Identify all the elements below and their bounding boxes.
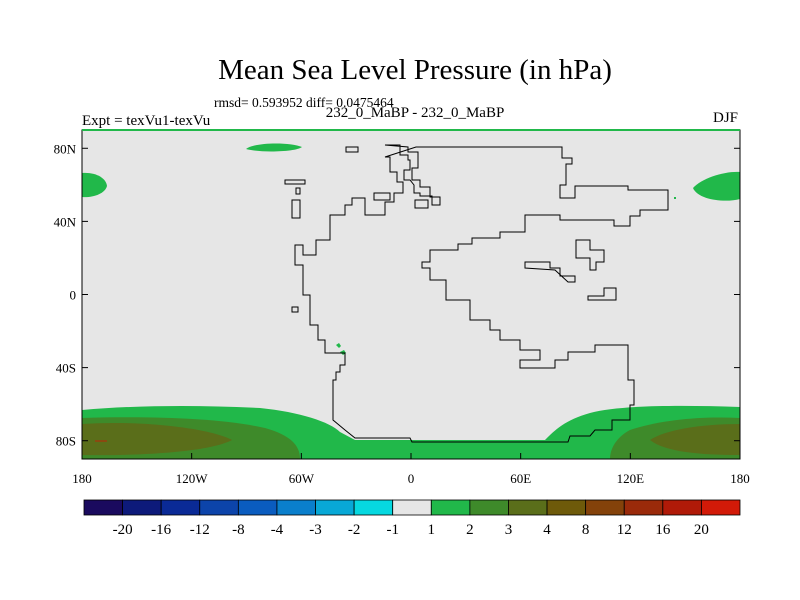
small-green-dot [674, 197, 676, 199]
colorbar-label: 2 [466, 522, 474, 538]
x-tick-label: 60W [289, 471, 315, 486]
east-pacific-green-patch [693, 171, 740, 201]
colorbar-swatch [83, 499, 123, 516]
colorbar-label: 20 [694, 522, 709, 538]
colorbar-swatch [623, 499, 664, 516]
colorbar-swatch [546, 499, 587, 516]
x-tick-label: 180 [730, 471, 750, 486]
colorbar-label: -20 [113, 522, 133, 538]
colorbar-swatch [122, 499, 162, 516]
southern-olive-east [650, 424, 740, 455]
plot-title: Mean Sea Level Pressure (in hPa) [218, 54, 612, 86]
colorbar-label: 3 [505, 522, 513, 538]
colorbar-swatch [392, 499, 432, 516]
colorbar-label: 1 [428, 522, 436, 538]
colorbar-swatch [662, 499, 702, 516]
colorbar-swatch [430, 499, 471, 516]
colorbar-swatch [469, 499, 509, 516]
colorbar-label: 8 [582, 522, 590, 538]
colorbar-label: -2 [348, 522, 361, 538]
x-tick-label: 120W [176, 471, 209, 486]
x-tick-label: 60E [510, 471, 531, 486]
southern-brown-streak [95, 440, 107, 442]
y-tick-label: 80S [56, 434, 76, 449]
south-green-dot-1 [336, 343, 341, 348]
y-tick-label: 40S [56, 361, 76, 376]
colorbar-swatch [315, 499, 355, 516]
colorbar-swatch [508, 499, 548, 516]
colorbar-label: -8 [232, 522, 245, 538]
season-label: DJF [713, 110, 739, 126]
colorbar-swatch [585, 499, 625, 516]
west-pacific-green-patch [82, 172, 107, 198]
colorbar-label: 12 [617, 522, 632, 538]
colorbar-label: -1 [386, 522, 399, 538]
southern-olive-west [82, 422, 232, 456]
colorbar-label: -12 [190, 522, 210, 538]
colorbar-swatch [701, 499, 741, 516]
colorbar-label: 4 [543, 522, 551, 538]
colorbar-swatch [353, 499, 394, 516]
rmsd-diff-label: rmsd= 0.593952 diff= 0.0475464 [214, 95, 394, 110]
continent-outlines [284, 144, 669, 443]
colorbar-swatch [237, 499, 278, 516]
x-tick-label: 120E [617, 471, 645, 486]
y-tick-label: 0 [70, 288, 77, 303]
colorbar-label: -16 [151, 522, 171, 538]
colorbar-swatch [160, 499, 201, 516]
experiment-label: Expt = texVu1-texVu [82, 113, 211, 129]
arctic-green-patch [246, 143, 302, 152]
x-tick-label: 0 [408, 471, 415, 486]
colorbar-swatch [199, 499, 239, 516]
colorbar-label: -4 [271, 522, 284, 538]
y-tick-label: 80N [54, 141, 77, 156]
colorbar-swatch [276, 499, 316, 516]
map-background [82, 130, 740, 459]
x-axis: 180 120W 60W 0 60E 120E 180 [72, 453, 750, 486]
colorbar-label: 16 [655, 522, 671, 538]
y-axis: 80N 40N 0 40S 80S [54, 141, 740, 449]
plot-subtitle: 232_0_MaBP - 232_0_MaBP [325, 105, 505, 121]
y-tick-label: 40N [54, 214, 77, 229]
colorbar: -20 -16 -12 -8 -4 -3 -2 -1 1 2 3 4 8 12 16 20 [83, 499, 741, 538]
x-tick-label: 180 [72, 471, 92, 486]
colorbar-label: -3 [309, 522, 322, 538]
